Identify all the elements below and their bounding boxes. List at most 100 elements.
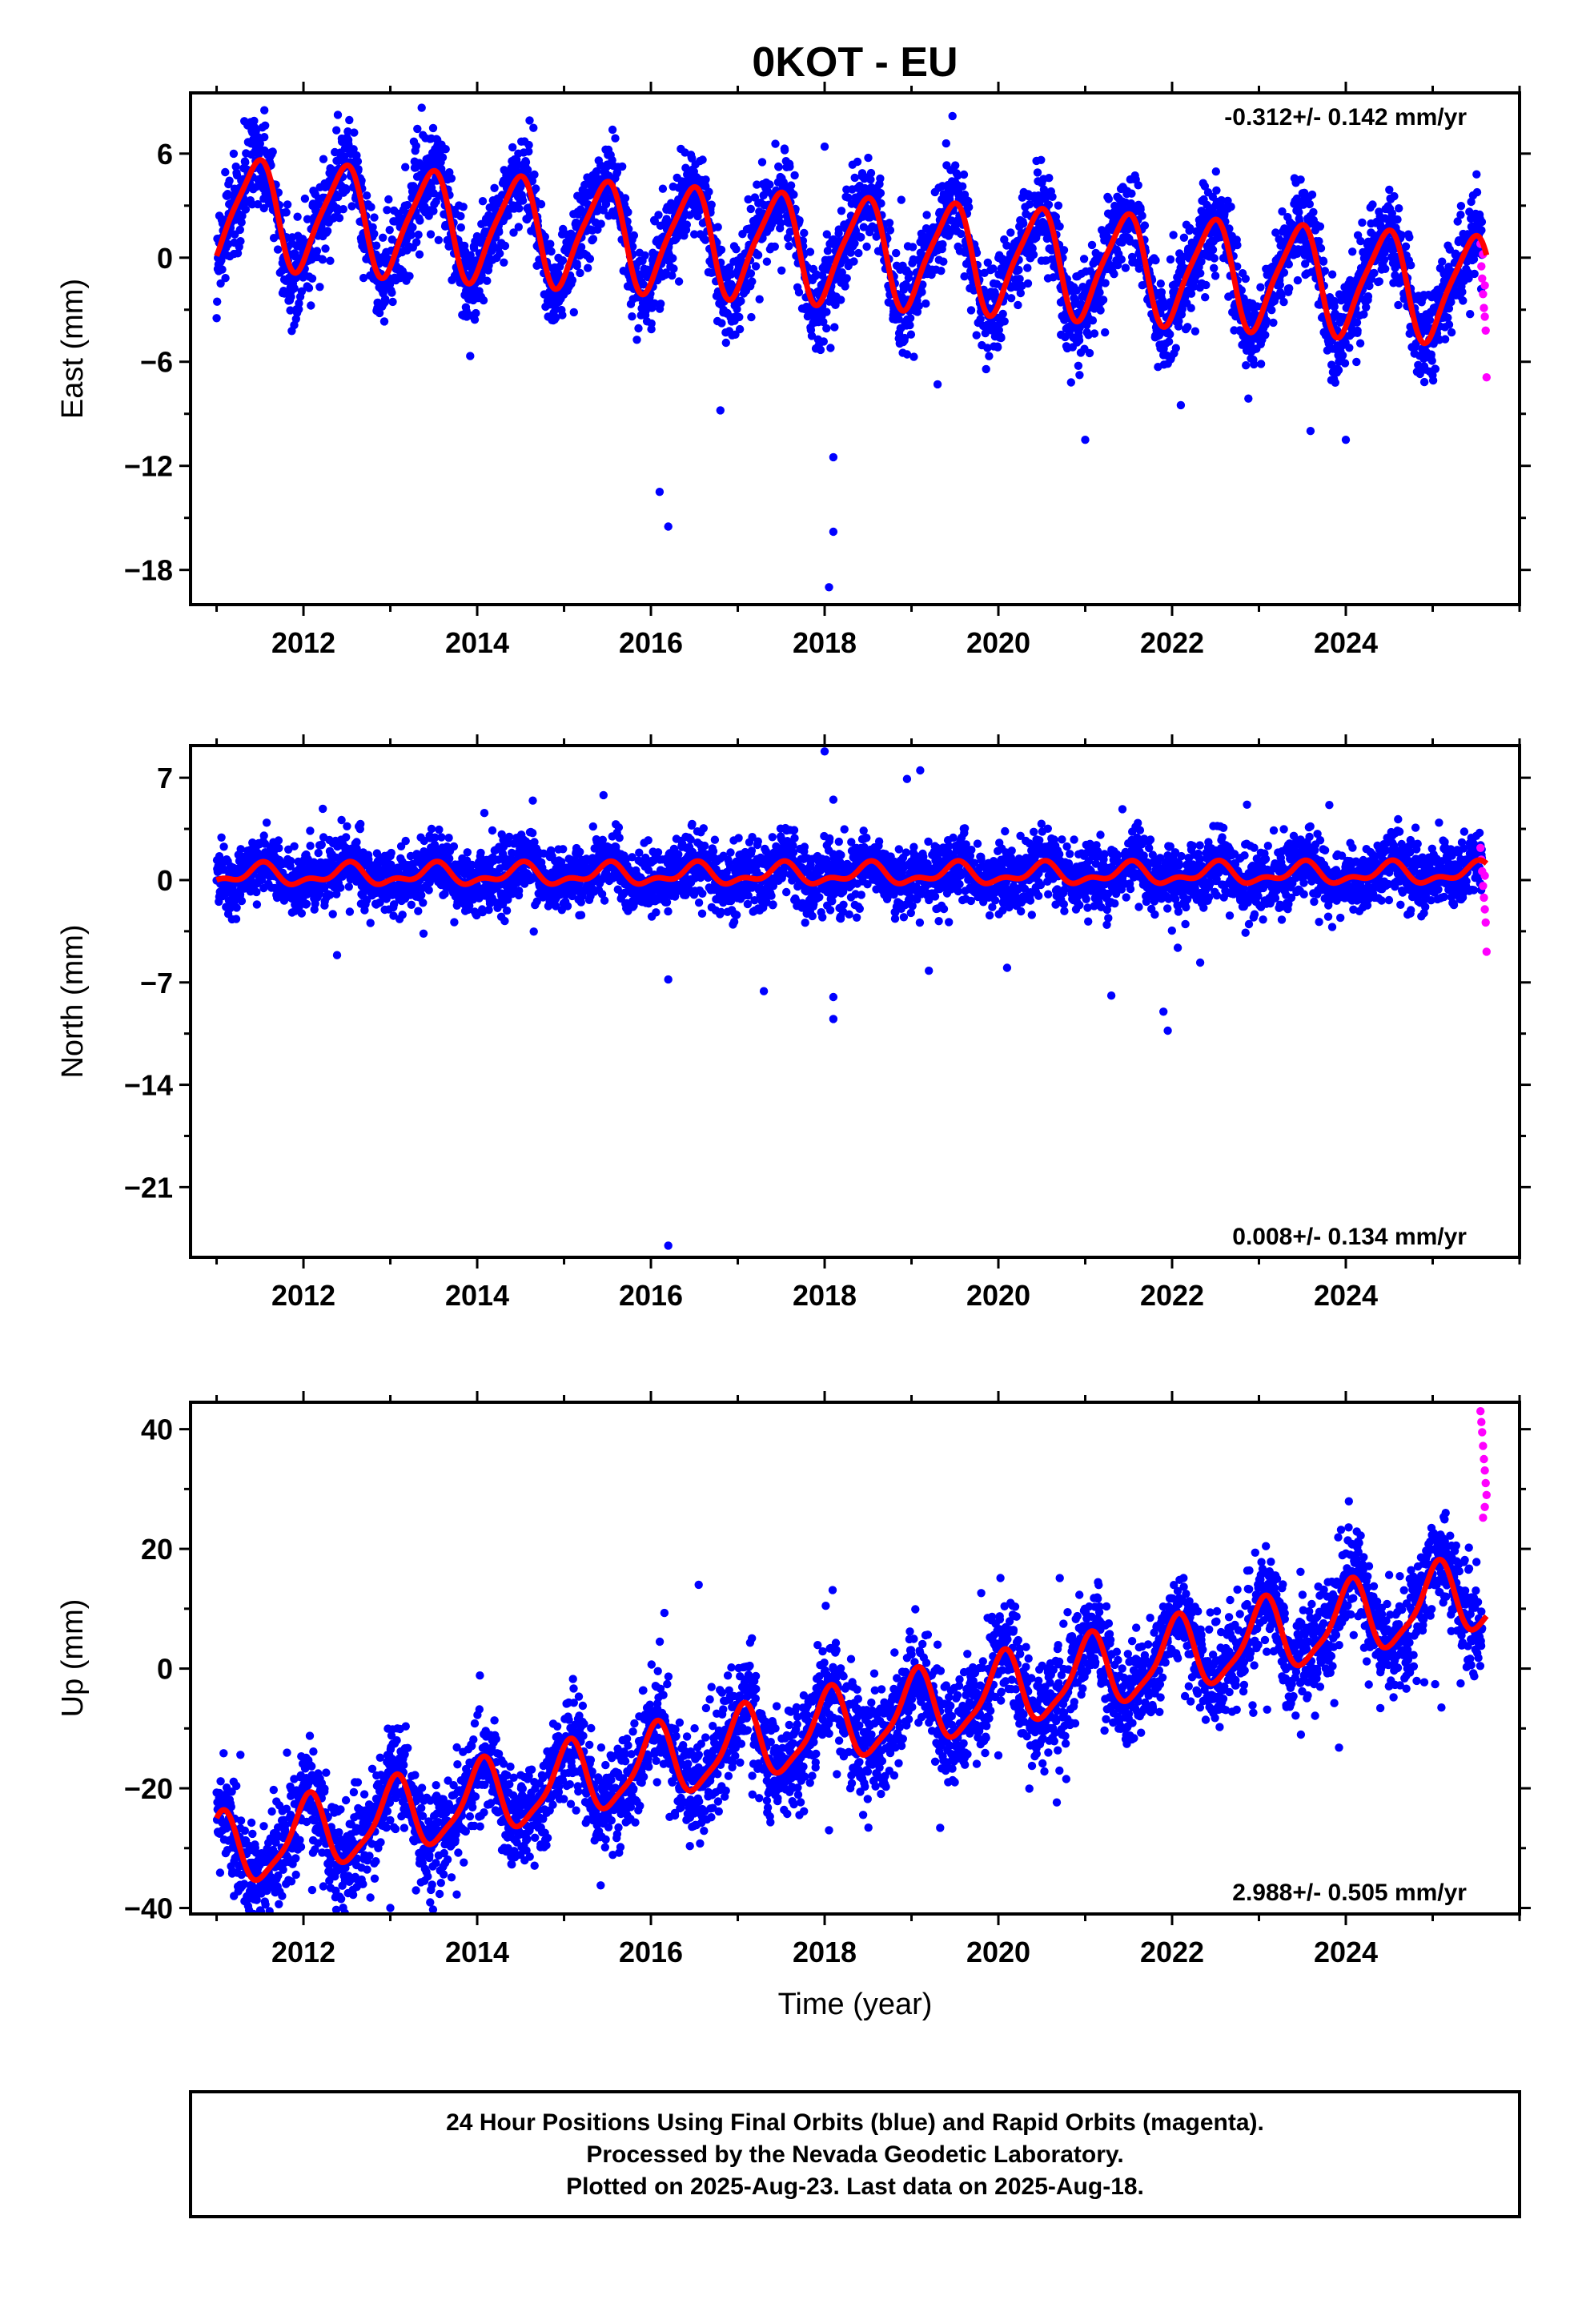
final-orbit-point: [362, 191, 371, 200]
final-orbit-point: [958, 182, 967, 191]
final-orbit-point: [1370, 268, 1379, 278]
final-orbit-point: [733, 304, 741, 314]
final-orbit-point: [1121, 263, 1130, 272]
final-orbit-point: [1227, 203, 1235, 211]
final-orbit-point: [795, 216, 804, 225]
final-orbit-point: [379, 233, 387, 242]
final-orbit-point: [942, 139, 951, 148]
final-orbit-point: [1191, 327, 1200, 336]
final-orbit-point: [807, 332, 817, 340]
final-orbit-point: [628, 242, 637, 251]
final-orbit-point: [668, 271, 677, 280]
final-orbit-point: [1210, 254, 1219, 263]
final-orbit-point: [509, 228, 518, 237]
final-orbit-point: [914, 301, 924, 311]
outlier-point: [1176, 400, 1186, 410]
final-orbit-point: [1014, 300, 1022, 310]
final-orbit-point: [1096, 306, 1105, 315]
final-orbit-point: [717, 245, 726, 255]
final-orbit-point: [238, 211, 247, 220]
final-orbit-point: [259, 831, 268, 840]
final-orbit-point: [1256, 283, 1265, 292]
final-orbit-point: [850, 239, 859, 248]
final-orbit-point: [1048, 192, 1057, 201]
final-orbit-point: [569, 308, 578, 317]
final-orbit-point: [785, 242, 793, 251]
final-orbit-point: [1315, 222, 1325, 231]
final-orbit-point: [488, 247, 496, 255]
final-orbit-point: [1394, 300, 1403, 310]
final-orbit-point: [877, 199, 885, 208]
final-orbit-point: [359, 273, 368, 283]
final-orbit-point: [441, 145, 450, 154]
final-orbit-point: [1440, 335, 1450, 344]
final-orbit-point: [1250, 360, 1259, 369]
outlier-point: [1081, 436, 1090, 444]
final-orbit-point: [601, 199, 611, 209]
final-orbit-point: [624, 207, 632, 217]
final-orbit-point: [632, 336, 641, 344]
final-orbit-point: [982, 364, 990, 374]
final-orbit-point: [1134, 181, 1142, 190]
final-orbit-point: [469, 243, 479, 252]
final-orbit-point: [1456, 211, 1465, 219]
final-orbit-point: [530, 170, 539, 179]
final-orbit-point: [306, 842, 315, 850]
final-orbit-point: [1275, 280, 1285, 289]
final-orbit-point: [297, 909, 306, 918]
final-orbit-point: [237, 896, 247, 906]
final-orbit-point: [217, 256, 226, 265]
final-orbit-point: [536, 199, 546, 209]
final-orbit-point: [558, 256, 568, 265]
final-orbit-point: [965, 203, 974, 211]
final-orbit-point: [1171, 344, 1181, 352]
outlier-point: [664, 522, 673, 531]
final-orbit-point: [1140, 221, 1150, 230]
final-orbit-point: [1447, 328, 1456, 337]
final-orbit-point: [1261, 331, 1270, 340]
final-orbit-point: [307, 274, 317, 283]
final-orbit-point: [1427, 356, 1436, 365]
final-orbit-point: [496, 249, 504, 258]
final-orbit-point: [529, 123, 538, 132]
final-orbit-point: [966, 306, 976, 315]
final-orbit-point: [1375, 277, 1384, 286]
final-orbit-point: [753, 180, 761, 189]
final-orbit-point: [629, 231, 639, 240]
final-orbit-point: [1284, 259, 1294, 269]
final-orbit-point: [938, 239, 947, 249]
final-orbit-point: [713, 223, 722, 231]
final-orbit-point: [525, 116, 534, 125]
final-orbit-point: [349, 145, 358, 154]
final-orbit-point: [1029, 250, 1038, 259]
final-orbit-point: [1033, 168, 1042, 177]
final-orbit-point: [1037, 155, 1046, 164]
final-orbit-point: [909, 352, 918, 361]
final-orbit-point: [846, 248, 855, 257]
final-orbit-point: [831, 300, 840, 309]
final-orbit-point: [1256, 360, 1266, 368]
final-orbit-point: [1211, 271, 1220, 280]
final-orbit-point: [688, 154, 697, 163]
outlier-point: [820, 142, 829, 151]
final-orbit-point: [1196, 269, 1205, 278]
final-orbit-point: [253, 199, 263, 209]
final-orbit-point: [521, 158, 531, 167]
final-orbit-point: [951, 161, 960, 170]
final-orbit-point: [221, 274, 230, 283]
final-orbit-point: [286, 306, 295, 315]
final-orbit-point: [333, 111, 343, 119]
final-orbit-point: [407, 900, 416, 910]
final-orbit-point: [383, 206, 391, 215]
final-orbit-point: [908, 243, 917, 251]
final-orbit-point: [337, 815, 346, 825]
outlier-point: [933, 380, 942, 389]
final-orbit-point: [1055, 222, 1064, 231]
final-orbit-point: [375, 308, 384, 318]
final-orbit-point: [235, 225, 244, 235]
rapid-orbit-point: [1480, 312, 1489, 321]
east-plot-frame: [189, 91, 1521, 606]
final-orbit-point: [1233, 240, 1242, 250]
